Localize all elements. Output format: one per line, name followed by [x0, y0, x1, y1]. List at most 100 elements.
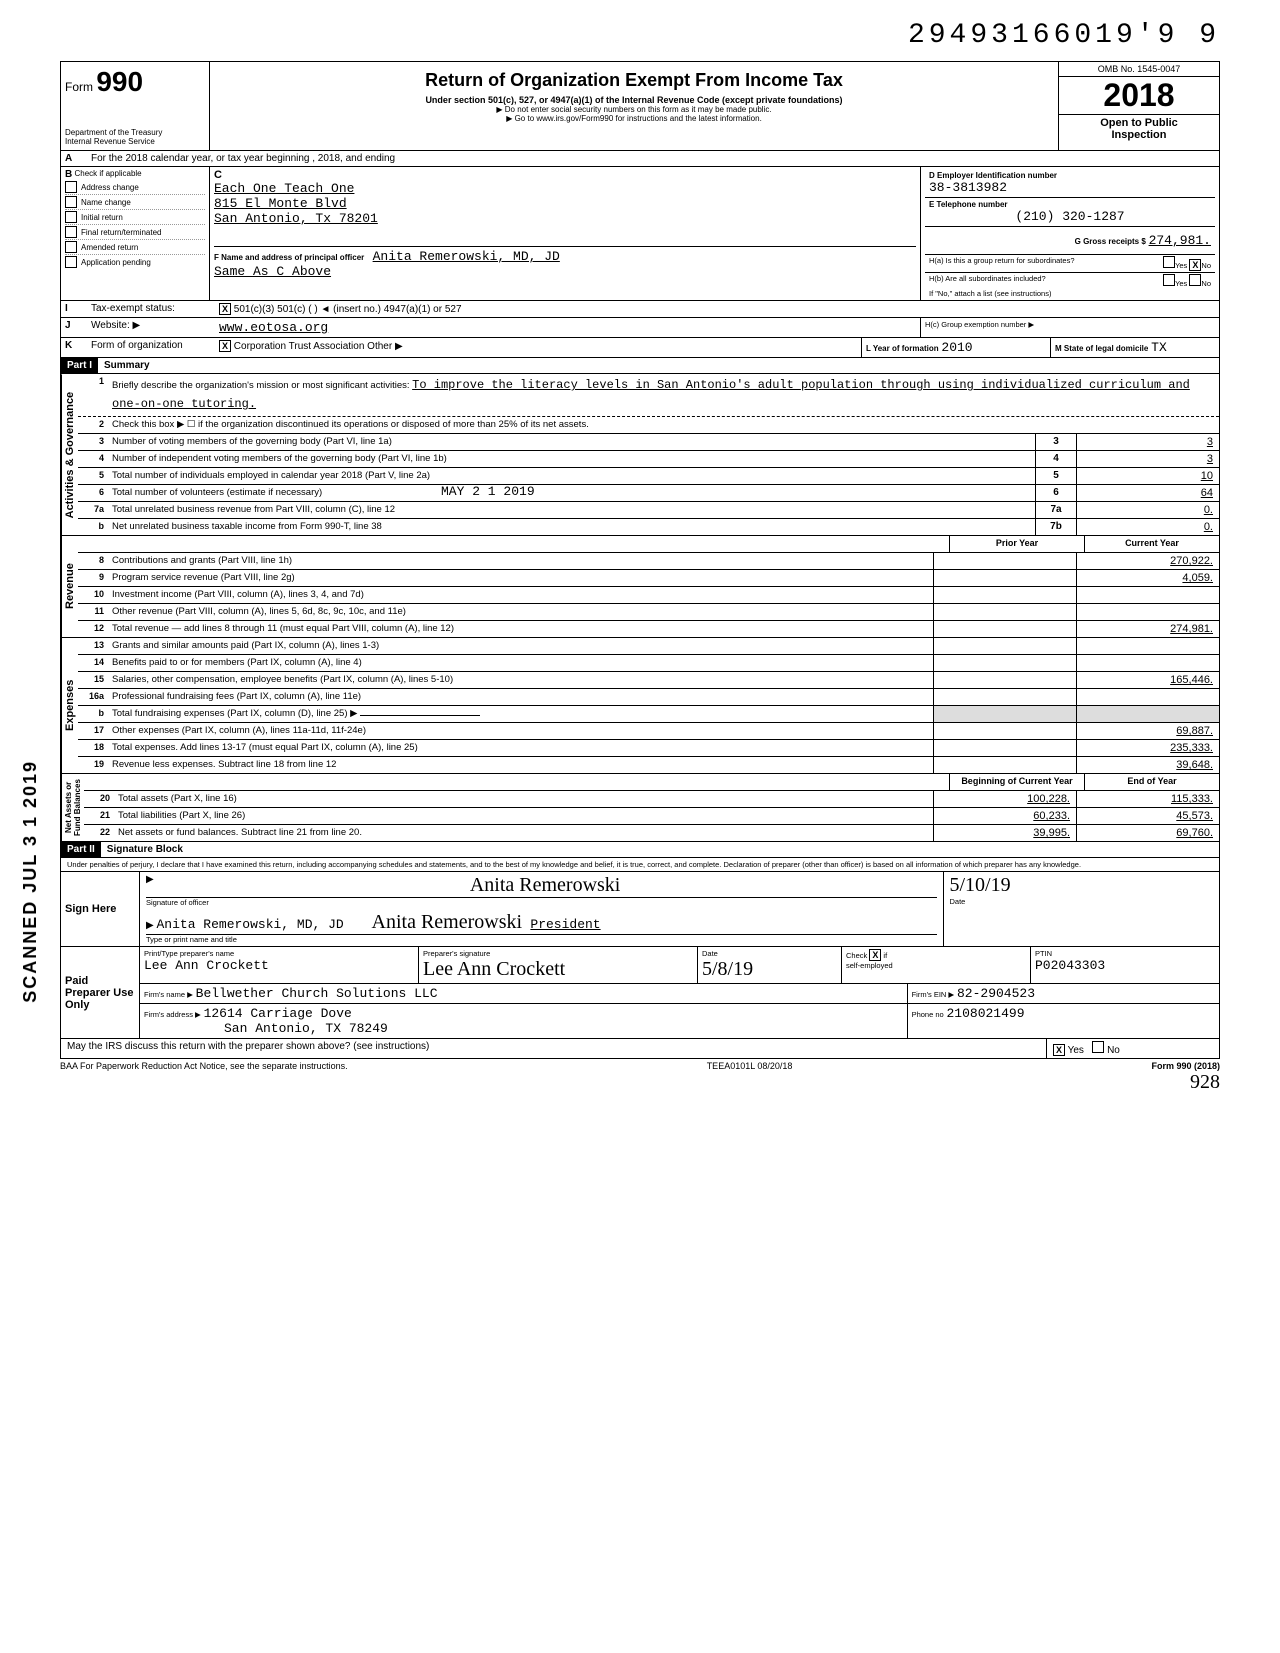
501c3-check[interactable]: X [219, 303, 231, 315]
net-begin: 100,228. [933, 791, 1076, 807]
exp-line-desc: Other expenses (Part IX, column (A), lin… [108, 723, 933, 739]
officer-typed: Anita Remerowski, MD, JD [156, 917, 343, 932]
chk-name-change[interactable]: Name change [81, 198, 131, 207]
year-formation: 2010 [941, 340, 972, 355]
gov-line-value: 0. [1076, 519, 1219, 535]
tax-year: 2018 [1059, 77, 1219, 115]
signature-block: Sign Here ▶ Anita Remerowski Signature o… [60, 872, 1220, 1059]
footer-form: Form 990 (2018) [1151, 1061, 1220, 1071]
prep-date: 5/8/19 [702, 958, 837, 981]
e-label: E Telephone number [929, 200, 1211, 209]
exp-line-desc: Professional fundraising fees (Part IX, … [108, 689, 933, 705]
side-governance: Activities & Governance [61, 374, 78, 535]
corp-check[interactable]: X [219, 340, 231, 352]
exp-current: 165,446. [1076, 672, 1219, 688]
chk-amended[interactable]: Amended return [81, 243, 138, 252]
gov-line-value: 3 [1076, 434, 1219, 450]
form-number: Form 990 [65, 66, 205, 98]
officer-name: Anita Remerowski, MD, JD [373, 249, 560, 264]
exp-prior [933, 638, 1076, 654]
self-employed-check[interactable]: X [869, 949, 881, 961]
net-begin: 39,995. [933, 825, 1076, 841]
rev-current: 274,981. [1076, 621, 1219, 637]
dept-treasury: Department of the Treasury Internal Reve… [65, 128, 205, 146]
ein-value: 38-3813982 [929, 180, 1211, 195]
col-current-year: Current Year [1084, 536, 1219, 552]
d-label: D Employer Identification number [929, 171, 1211, 180]
footer-baa: BAA For Paperwork Reduction Act Notice, … [60, 1061, 348, 1071]
section-f-label: F Name and address of principal officer [214, 253, 364, 262]
exp-current [1076, 638, 1219, 654]
ssn-note: ▶ Do not enter social security numbers o… [214, 105, 1054, 114]
chk-initial-return[interactable]: Initial return [81, 213, 123, 222]
ha-no-check[interactable]: X [1189, 259, 1201, 271]
form-header: Form 990 Department of the Treasury Inte… [60, 61, 1220, 151]
governance-section: Activities & Governance 1 Briefly descri… [60, 374, 1220, 536]
gross-receipts: 274,981. [1149, 233, 1211, 248]
document-id: 29493166019'9 9 [60, 20, 1220, 51]
hc-label: H(c) Group exemption number ▶ [920, 318, 1219, 337]
gov-line-desc: Number of voting members of the governin… [108, 434, 1035, 450]
side-revenue: Revenue [61, 536, 78, 637]
omb-number: OMB No. 1545-0047 [1059, 62, 1219, 77]
discuss-yes-check[interactable]: X [1053, 1044, 1065, 1056]
rev-prior [933, 570, 1076, 586]
chk-app-pending[interactable]: Application pending [81, 258, 151, 267]
arrow-icon: ▶ [146, 920, 154, 931]
open-to-public: Open to Public Inspection [1059, 115, 1219, 143]
col-end-year: End of Year [1084, 774, 1219, 790]
exp-line-desc: Benefits paid to or for members (Part IX… [108, 655, 933, 671]
footer-code: TEEA0101L 08/20/18 [707, 1061, 793, 1071]
rev-current: 270,922. [1076, 553, 1219, 569]
hb-note: If "No," attach a list (see instructions… [925, 289, 1215, 298]
rev-prior [933, 587, 1076, 603]
side-net-assets: Net Assets or Fund Balances [61, 774, 84, 841]
chk-final-return[interactable]: Final return/terminated [81, 228, 161, 237]
gov-line-value: 3 [1076, 451, 1219, 467]
firm-phone: 2108021499 [946, 1006, 1024, 1021]
net-begin: 60,233. [933, 808, 1076, 824]
net-line-desc: Total liabilities (Part X, line 26) [114, 808, 933, 824]
page-footer: BAA For Paperwork Reduction Act Notice, … [60, 1061, 1220, 1071]
exp-current: 69,887. [1076, 723, 1219, 739]
officer-title-sig: Anita Remerowski [372, 911, 523, 933]
paid-preparer-label: Paid Preparer Use Only [61, 947, 140, 1038]
handwritten-928: 928 [60, 1071, 1220, 1094]
rev-prior [933, 604, 1076, 620]
line2: Check this box ▶ ☐ if the organization d… [108, 417, 1219, 433]
exp-prior [933, 672, 1076, 688]
exp-prior [933, 689, 1076, 705]
net-end: 115,333. [1076, 791, 1219, 807]
rev-prior [933, 621, 1076, 637]
gov-line-desc: Total number of volunteers (estimate if … [108, 485, 1035, 501]
g-label: G Gross receipts $ [1075, 237, 1146, 246]
gov-line-desc: Total unrelated business revenue from Pa… [108, 502, 1035, 518]
firm-addr2: San Antonio, TX 78249 [224, 1021, 388, 1036]
officer-title: President [530, 917, 600, 932]
gov-line-desc: Number of independent voting members of … [108, 451, 1035, 467]
line-k: K Form of organization X Corporation Tru… [60, 338, 1220, 358]
section-c-label: C [214, 169, 916, 181]
firm-addr1: 12614 Carriage Dove [204, 1006, 352, 1021]
net-line-desc: Total assets (Part X, line 16) [114, 791, 933, 807]
form-title: Return of Organization Exempt From Incom… [214, 70, 1054, 91]
rev-prior [933, 553, 1076, 569]
rev-current: 4,059. [1076, 570, 1219, 586]
exp-line-desc: Total fundraising expenses (Part IX, col… [108, 706, 933, 722]
rev-line-desc: Other revenue (Part VIII, column (A), li… [108, 604, 933, 620]
chk-address-change[interactable]: Address change [81, 183, 139, 192]
part1-header: Part I Summary [60, 358, 1220, 374]
exp-line-desc: Salaries, other compensation, employee b… [108, 672, 933, 688]
url-note: ▶ Go to www.irs.gov/Form990 for instruct… [214, 114, 1054, 123]
exp-current: 235,333. [1076, 740, 1219, 756]
scanned-stamp: SCANNED JUL 3 1 2019 [20, 760, 41, 1003]
rev-current [1076, 604, 1219, 620]
preparer-name: Lee Ann Crockett [144, 958, 414, 973]
gov-line-desc: Total number of individuals employed in … [108, 468, 1035, 484]
website: www.eotosa.org [215, 318, 920, 337]
side-expenses: Expenses [61, 638, 78, 773]
gov-line-value: 64 [1076, 485, 1219, 501]
rev-line-desc: Contributions and grants (Part VIII, lin… [108, 553, 933, 569]
rev-line-desc: Total revenue — add lines 8 through 11 (… [108, 621, 933, 637]
line-a: A For the 2018 calendar year, or tax yea… [60, 151, 1220, 167]
